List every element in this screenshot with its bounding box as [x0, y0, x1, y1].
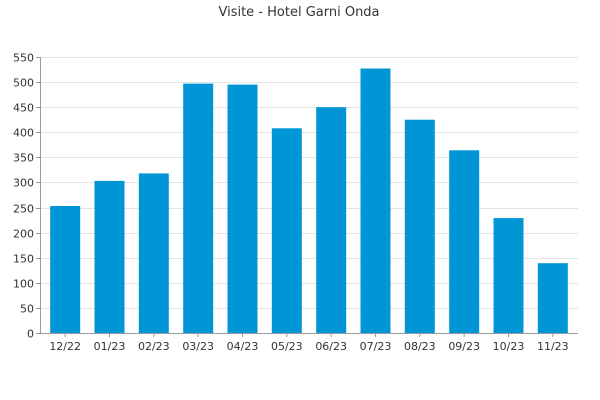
bar-05-23: [271, 128, 302, 333]
axes: [40, 57, 578, 334]
x-tick-label: 08/23: [404, 340, 436, 353]
x-tick-label: 12/22: [49, 340, 81, 353]
y-axis-ticks: 0 50 100 150 200 250 300 350 400 450 500 550: [13, 52, 40, 341]
bar-07-23: [360, 68, 391, 333]
bar-02-23: [138, 173, 169, 333]
x-tick-label: 01/23: [94, 340, 126, 353]
y-tick-label: 400: [13, 127, 34, 140]
bars: [50, 68, 568, 333]
y-tick-label: 300: [13, 177, 34, 190]
y-tick-label: 500: [13, 77, 34, 90]
bar-01-23: [94, 180, 125, 333]
bar-04-23: [227, 84, 258, 333]
x-tick-label: 04/23: [227, 340, 259, 353]
bar-08-23: [404, 119, 435, 333]
bar-10-23: [493, 218, 524, 333]
bar-03-23: [183, 83, 214, 333]
bar-11-23: [537, 263, 568, 333]
y-tick-label: 100: [13, 278, 34, 291]
x-tick-label: 07/23: [360, 340, 392, 353]
x-tick-label: 06/23: [315, 340, 347, 353]
x-tick-label: 10/23: [493, 340, 525, 353]
y-tick-label: 150: [13, 253, 34, 266]
y-tick-label: 0: [27, 328, 34, 341]
bar-12-22: [50, 206, 81, 333]
bar-09-23: [449, 150, 480, 333]
gridlines: [40, 57, 578, 309]
y-tick-label: 250: [13, 203, 34, 216]
x-tick-label: 03/23: [182, 340, 214, 353]
y-tick-label: 550: [13, 52, 34, 65]
x-tick-label: 11/23: [537, 340, 569, 353]
y-tick-label: 450: [13, 102, 34, 115]
y-tick-label: 50: [20, 303, 34, 316]
y-tick-label: 200: [13, 228, 34, 241]
chart-title: Visite - Hotel Garni Onda: [218, 5, 379, 20]
y-tick-label: 350: [13, 152, 34, 165]
x-tick-label: 02/23: [138, 340, 170, 353]
x-tick-label: 09/23: [448, 340, 480, 353]
x-axis-ticks: 12/22 01/23 02/23 03/23 04/23 05/23 06/23 07/23…: [49, 333, 569, 353]
bar-06-23: [316, 107, 347, 333]
x-tick-label: 05/23: [271, 340, 303, 353]
